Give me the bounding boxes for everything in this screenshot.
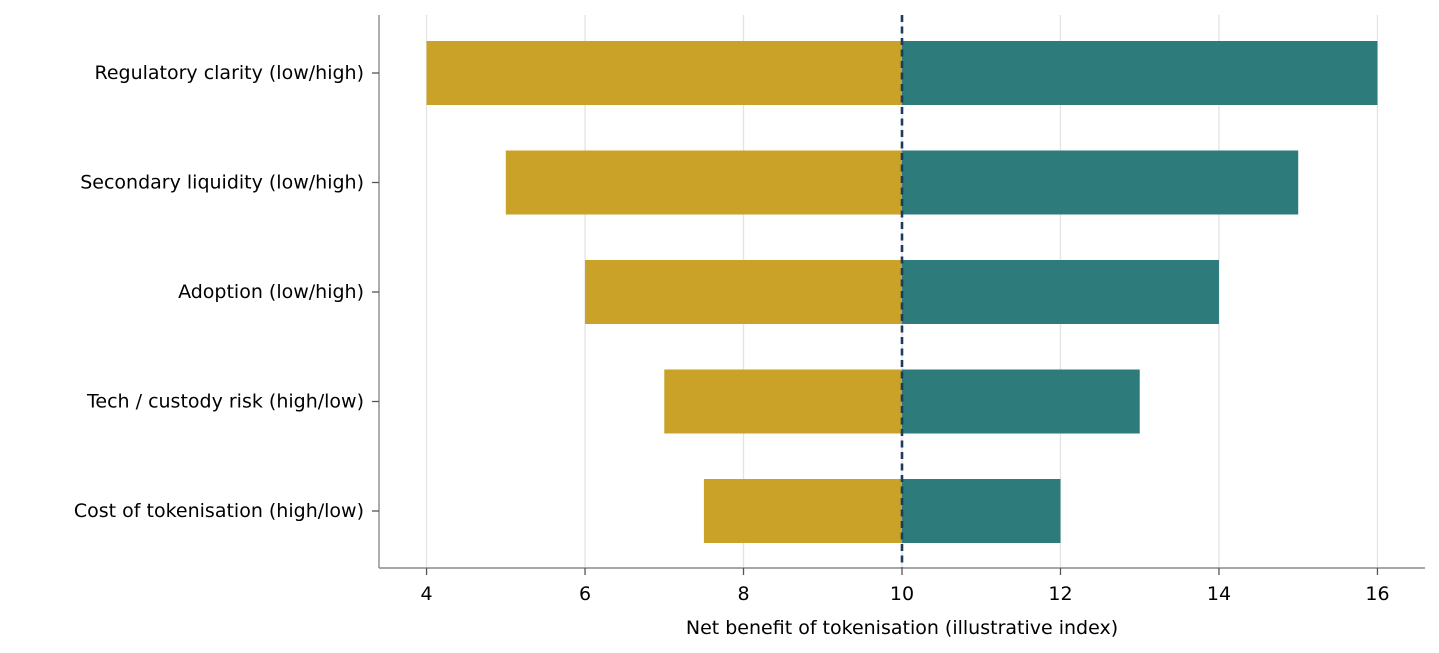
bar-high xyxy=(902,260,1219,324)
y-category-label: Cost of tokenisation (high/low) xyxy=(74,500,364,522)
x-tick-label: 10 xyxy=(890,583,914,605)
bar-low xyxy=(585,260,902,324)
axes-layer xyxy=(372,15,1425,575)
bars-layer xyxy=(426,41,1378,543)
x-tick-label: 6 xyxy=(579,583,591,605)
y-category-label: Secondary liquidity (low/high) xyxy=(80,172,364,194)
x-tick-label: 16 xyxy=(1365,583,1389,605)
y-category-label: Adoption (low/high) xyxy=(178,281,364,303)
bar-low xyxy=(426,41,902,105)
bar-high xyxy=(902,41,1378,105)
bar-high xyxy=(902,150,1299,215)
x-tick-label: 14 xyxy=(1207,583,1231,605)
bar-high xyxy=(902,369,1140,434)
labels-layer: Net benefit of tokenisation (illustrativ… xyxy=(74,62,1390,639)
x-tick-label: 12 xyxy=(1048,583,1072,605)
bar-high xyxy=(902,479,1061,543)
bar-low xyxy=(703,479,902,543)
y-category-label: Tech / custody risk (high/low) xyxy=(86,391,364,413)
y-category-label: Regulatory clarity (low/high) xyxy=(94,62,364,84)
bar-low xyxy=(505,150,902,215)
x-axis-title: Net benefit of tokenisation (illustrativ… xyxy=(686,617,1118,639)
bar-low xyxy=(664,369,902,434)
x-tick-label: 8 xyxy=(737,583,749,605)
x-tick-label: 4 xyxy=(420,583,432,605)
